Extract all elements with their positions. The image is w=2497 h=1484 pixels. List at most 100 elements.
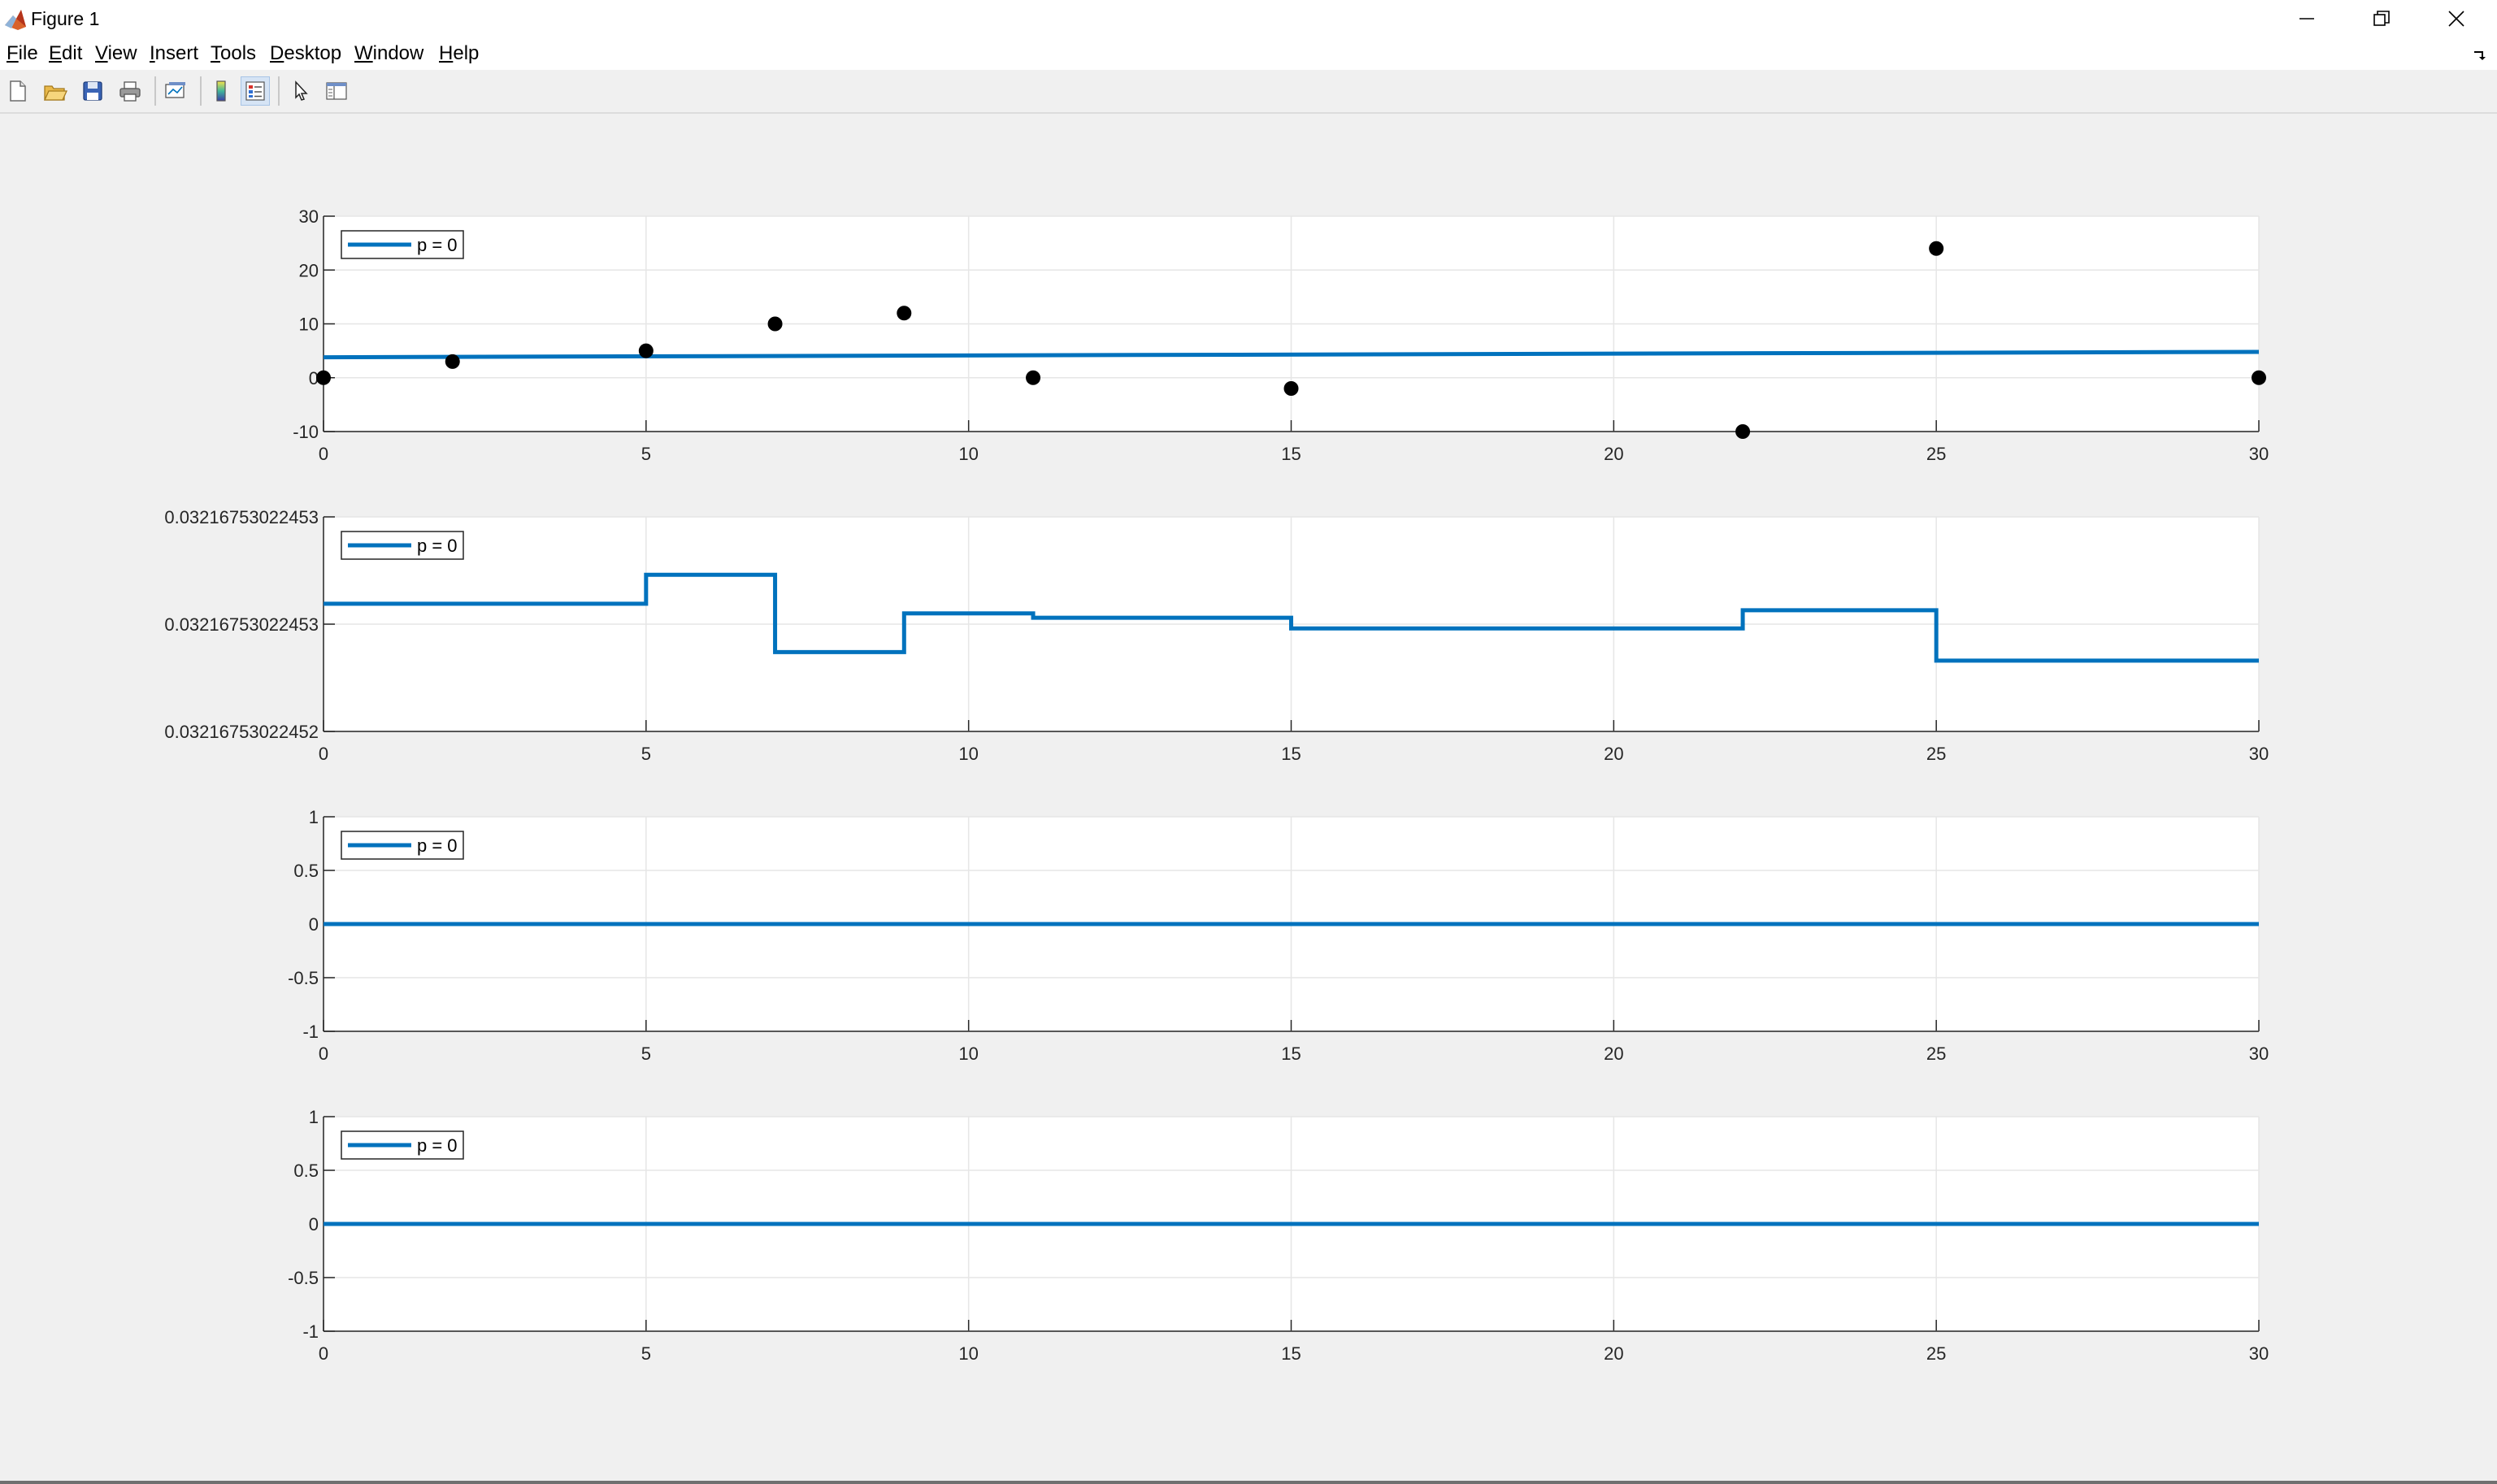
x-tick-label: 5 <box>641 444 651 464</box>
y-tick-label: -1 <box>302 1321 319 1342</box>
x-tick-label: 25 <box>1926 1343 1946 1364</box>
menu-help[interactable]: Help <box>439 42 480 64</box>
x-tick-label: 10 <box>958 744 978 764</box>
menu-view[interactable]: View <box>95 42 137 64</box>
print-button[interactable] <box>115 76 145 106</box>
edit-plot-arrow-icon <box>295 80 308 101</box>
restore-button[interactable] <box>2344 0 2419 37</box>
x-tick-label: 25 <box>1926 444 1946 464</box>
property-inspector-icon <box>326 82 347 100</box>
legend[interactable]: p = 0 <box>341 531 464 560</box>
x-tick-label: 20 <box>1604 1044 1623 1064</box>
figure-toolbar <box>0 70 2497 114</box>
legend-label: p = 0 <box>417 536 458 556</box>
x-tick-label: 0 <box>319 444 328 464</box>
x-tick-label: 0 <box>319 744 328 764</box>
colorbar-icon <box>216 80 226 102</box>
x-tick-label: 0 <box>319 1343 328 1364</box>
menu-insert[interactable]: Insert <box>150 42 199 64</box>
data-point-marker <box>638 343 654 358</box>
toolbar-separator <box>200 76 202 106</box>
window-bottom-border <box>0 1481 2497 1484</box>
y-tick-label: 0 <box>309 914 319 935</box>
y-tick-label: -10 <box>293 422 319 442</box>
menu-tools[interactable]: Tools <box>211 42 257 64</box>
y-tick-label: 0.5 <box>293 1161 319 1181</box>
data-point-marker <box>1929 241 1944 256</box>
y-tick-label: 0.5 <box>293 861 319 881</box>
y-tick-label: 0.03216753022453 <box>164 507 319 527</box>
y-tick-label: 10 <box>299 315 319 335</box>
data-point-marker <box>897 306 912 321</box>
data-point-marker <box>2252 370 2266 385</box>
save-icon <box>83 81 102 101</box>
insert-legend-button[interactable] <box>241 76 270 106</box>
x-tick-label: 5 <box>641 1044 651 1064</box>
x-tick-label: 10 <box>958 1343 978 1364</box>
menu-file[interactable]: File <box>7 42 38 64</box>
x-tick-label: 15 <box>1281 744 1301 764</box>
link-plot-button[interactable] <box>161 76 190 106</box>
legend-label: p = 0 <box>417 1135 458 1156</box>
close-button[interactable] <box>2419 0 2494 37</box>
menu-file-rest: ile <box>18 42 38 64</box>
menu-edit[interactable]: Edit <box>49 42 83 64</box>
y-tick-label: -0.5 <box>288 1268 319 1288</box>
x-tick-label: 15 <box>1281 1343 1301 1364</box>
y-tick-label: 20 <box>299 260 319 280</box>
legend-label: p = 0 <box>417 835 458 856</box>
series-line-p0 <box>324 572 2259 663</box>
toolbar-separator <box>154 76 156 106</box>
link-plot-icon <box>165 82 185 98</box>
y-tick-label: -1 <box>302 1022 319 1042</box>
edit-plot-button[interactable] <box>286 76 315 106</box>
x-tick-label: 25 <box>1926 744 1946 764</box>
x-tick-label: 25 <box>1926 1044 1946 1064</box>
print-icon <box>119 81 141 102</box>
property-inspector-button[interactable] <box>322 76 351 106</box>
legend-icon <box>245 81 265 101</box>
legend[interactable]: p = 0 <box>341 230 464 259</box>
data-point-marker <box>445 354 460 369</box>
matlab-icon <box>5 10 26 30</box>
x-tick-label: 20 <box>1604 1343 1623 1364</box>
minimize-button[interactable] <box>2269 0 2344 37</box>
open-file-button[interactable] <box>41 76 70 106</box>
y-tick-label: 1 <box>309 807 319 827</box>
data-point-marker <box>767 316 783 332</box>
y-tick-label: -0.5 <box>288 968 319 988</box>
open-file-icon <box>43 85 67 101</box>
x-tick-label: 5 <box>641 1343 651 1364</box>
data-point-marker <box>1735 424 1751 439</box>
subplot-axes-2[interactable]: 0 5 10 15 20 25 30 0.03216753022452 0.0321675302… <box>164 507 2269 764</box>
x-tick-label: 30 <box>2249 1044 2269 1064</box>
data-point-marker <box>1283 381 1299 396</box>
window-title: Figure 1 <box>31 8 100 29</box>
menu-bar: File Edit View Insert Tools Desktop Wind… <box>0 37 2497 70</box>
minimize-icon <box>2299 18 2314 20</box>
toolbar-separator <box>278 76 280 106</box>
subplot-axes-4[interactable]: 0 5 10 15 20 25 30 -1 -0.5 0 0.5 1 p = 0 <box>288 1107 2269 1364</box>
menu-desktop[interactable]: Desktop <box>270 42 342 64</box>
insert-colorbar-button[interactable] <box>206 76 236 106</box>
x-tick-label: 30 <box>2249 744 2269 764</box>
save-button[interactable] <box>78 76 107 106</box>
menu-window[interactable]: Window <box>354 42 424 64</box>
data-point-marker <box>316 370 331 385</box>
y-tick-label: 1 <box>309 1107 319 1127</box>
subplot-axes-3[interactable]: 0 5 10 15 20 25 30 -1 -0.5 0 0.5 1 p = 0 <box>288 807 2269 1064</box>
undock-arrow-icon[interactable] <box>2471 47 2487 63</box>
title-bar: Figure 1 <box>0 0 2497 37</box>
x-tick-label: 15 <box>1281 444 1301 464</box>
legend[interactable]: p = 0 <box>341 1130 464 1160</box>
close-icon <box>2448 11 2464 27</box>
restore-icon <box>2373 11 2390 26</box>
new-figure-button[interactable] <box>3 76 33 106</box>
x-tick-label: 30 <box>2249 1343 2269 1364</box>
legend[interactable]: p = 0 <box>341 831 464 860</box>
y-tick-label: 0.03216753022453 <box>164 614 319 635</box>
x-tick-label: 20 <box>1604 444 1623 464</box>
x-tick-label: 30 <box>2249 444 2269 464</box>
